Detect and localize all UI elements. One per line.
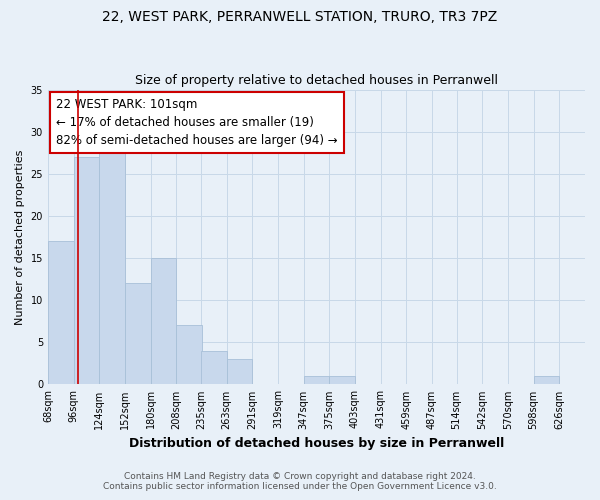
- Bar: [201, 350, 227, 384]
- Text: Contains HM Land Registry data © Crown copyright and database right 2024.: Contains HM Land Registry data © Crown c…: [124, 472, 476, 481]
- Bar: [176, 326, 202, 384]
- Bar: [227, 359, 253, 384]
- Text: 22, WEST PARK, PERRANWELL STATION, TRURO, TR3 7PZ: 22, WEST PARK, PERRANWELL STATION, TRURO…: [103, 10, 497, 24]
- Y-axis label: Number of detached properties: Number of detached properties: [15, 150, 25, 324]
- Title: Size of property relative to detached houses in Perranwell: Size of property relative to detached ho…: [135, 74, 498, 87]
- X-axis label: Distribution of detached houses by size in Perranwell: Distribution of detached houses by size …: [129, 437, 504, 450]
- Bar: [329, 376, 355, 384]
- Bar: [48, 241, 74, 384]
- Text: 22 WEST PARK: 101sqm
← 17% of detached houses are smaller (19)
82% of semi-detac: 22 WEST PARK: 101sqm ← 17% of detached h…: [56, 98, 338, 148]
- Bar: [151, 258, 176, 384]
- Bar: [125, 284, 151, 384]
- Bar: [304, 376, 329, 384]
- Bar: [99, 148, 125, 384]
- Bar: [533, 376, 559, 384]
- Text: Contains public sector information licensed under the Open Government Licence v3: Contains public sector information licen…: [103, 482, 497, 491]
- Bar: [74, 157, 99, 384]
